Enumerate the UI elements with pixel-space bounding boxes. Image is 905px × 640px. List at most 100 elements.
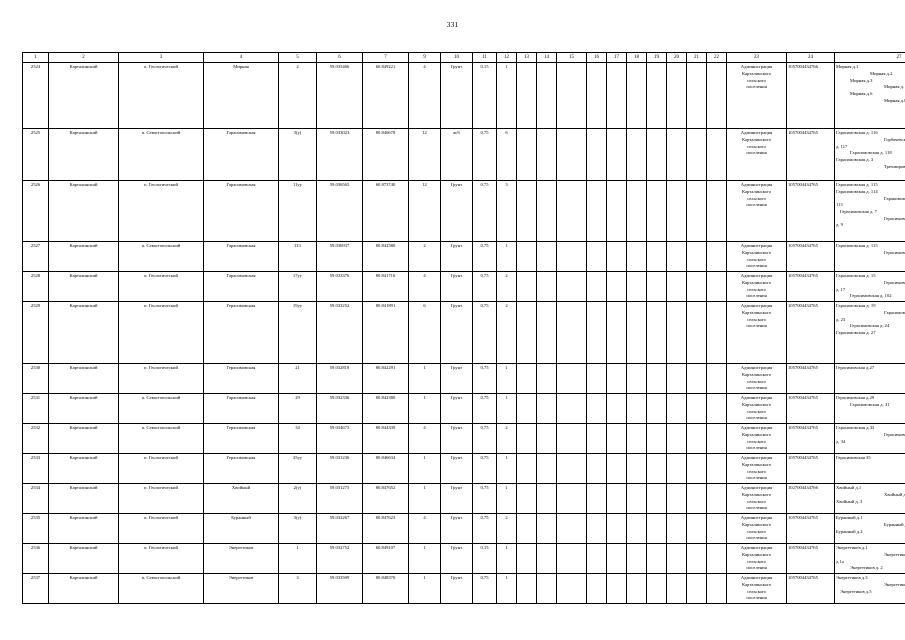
cell-c22 (706, 62, 727, 130)
page-number: 331 (446, 20, 459, 29)
address-line: Мирная д.2 (870, 70, 893, 76)
cell-c19 (646, 271, 667, 303)
cell-c15 (556, 128, 587, 182)
cell-c3: п. Севастопольский (118, 423, 204, 455)
registry-table: 1 2 3 4 5 6 7 9 10 11 12 13 14 15 16 17 18 19 20 21 22 23 24 27… (22, 51, 905, 605)
organisation-line: Администрация (740, 243, 773, 249)
cell-organisation: Администрация Карталинского сельского посел… (726, 241, 787, 273)
cell-c15 (556, 241, 587, 273)
cell-ogrn: 1057004434765 (786, 513, 835, 545)
address-list: Гарасимовская д.33 Герасимовская д. 34 (836, 425, 905, 445)
cell-c13 (516, 513, 537, 545)
cell-c4: Гарасимовская (203, 180, 279, 243)
organisation-line: поселения (746, 263, 767, 269)
organisation-line: поселения (746, 415, 767, 421)
column-header-20: 20 (666, 51, 687, 64)
column-header-14: 14 (536, 51, 557, 64)
cell-c19 (646, 453, 667, 485)
cell-c9: 1 (408, 453, 441, 485)
cell-c21 (686, 241, 707, 273)
address-line: Гарасимовская д. 115 (836, 182, 878, 188)
cell-c13 (516, 393, 537, 425)
cell-c15 (556, 271, 587, 303)
address-list: Герасимовская д.27 (836, 365, 905, 372)
cell-c7: 80.841716 (362, 271, 409, 303)
cell-c2: Карталинский (48, 62, 119, 130)
cell-c9: 1 (408, 543, 441, 575)
address-list: Гарасимовская д. 19 Гарасимовская д. 23 Гер… (836, 303, 905, 336)
cell-c3: п. Севастопольский (118, 573, 204, 605)
cell-c12: 1 (496, 363, 517, 395)
organisation-line: сельского (747, 316, 766, 322)
cell-c17 (606, 363, 627, 395)
cell-c1: 2527 (22, 241, 49, 273)
cell-addresses: Хвойный д.1 Хвойный д.2 Хвойный д. 3 (834, 483, 905, 515)
cell-c5: 3 (278, 573, 317, 605)
cell-c14 (536, 543, 557, 575)
organisation-line: поселения (746, 385, 767, 391)
cell-ogrn: 1057004434765 (786, 128, 835, 182)
cell-c5: 19уу (278, 301, 317, 365)
cell-addresses: Мирная д.1 Мирная д.2 Мирная д.3 Мирная д. … (834, 62, 905, 130)
cell-c11: 0,75 (472, 513, 497, 545)
organisation-line: Карталинского (741, 70, 772, 76)
address-line: д. 9 (836, 222, 843, 228)
cell-ogrn: 1057004434765 (786, 393, 835, 425)
cell-c7: 80.842380 (362, 393, 409, 425)
organisation-line: Администрация (740, 182, 773, 188)
organisation-line: Администрация (740, 303, 773, 309)
table-row: 2530 Карталинский п. Геологический Герасимо… (22, 363, 905, 395)
organisation-line: Карталинского (741, 279, 772, 285)
column-header-19: 19 (646, 51, 667, 64)
cell-organisation: Администрация Карталинского сельского посел… (726, 453, 787, 485)
cell-c3: п. Севастопольский (118, 128, 204, 182)
column-header-9: 9 (408, 51, 441, 64)
cell-ogrn: 1057004434765 (786, 241, 835, 273)
cell-addresses: Герасимовская д.27 (834, 363, 905, 395)
cell-c2: Карталинский (48, 513, 119, 545)
cell-c16 (586, 271, 607, 303)
cell-c3: п. Севастопольский (118, 241, 204, 273)
address-line: Мирная д.6 (850, 90, 873, 96)
cell-c3: п. Севастопольский (118, 393, 204, 425)
cell-c9: 12 (408, 180, 441, 243)
cell-addresses: Герасимовская 35 (834, 453, 905, 485)
cell-c5: 11уу (278, 180, 317, 243)
cell-c19 (646, 241, 667, 273)
column-header-6: 6 (316, 51, 363, 64)
table-row: 2535 Карталинский п. Геологический Буранный… (22, 513, 905, 545)
cell-c13 (516, 483, 537, 515)
cell-c7: 80.846634 (362, 453, 409, 485)
organisation-line: поселения (746, 293, 767, 299)
cell-ogrn: 1057004434765 (786, 301, 835, 365)
cell-c7: 80.842291 (362, 363, 409, 395)
cell-c12: 3 (496, 180, 517, 243)
cell-c5: 1 (278, 543, 317, 575)
cell-c18 (626, 363, 647, 395)
cell-c22 (706, 363, 727, 395)
cell-c15 (556, 513, 587, 545)
cell-c1: 2528 (22, 271, 49, 303)
cell-addresses: Гарасимовская д.33 Герасимовская д. 34 (834, 423, 905, 455)
cell-c18 (626, 513, 647, 545)
organisation-line: Карталинского (741, 309, 772, 315)
address-line: Энергетиков д.1 (836, 545, 868, 551)
cell-c14 (536, 483, 557, 515)
cell-c19 (646, 62, 667, 130)
cell-c9: 1 (408, 393, 441, 425)
organisation-line: поселения (746, 150, 767, 156)
address-line: Герасимовская д. 7 (840, 208, 877, 214)
cell-addresses: Буранный д.1 Буранный д.1н Буранный д.2 (834, 513, 905, 545)
cell-c1: 2533 (22, 453, 49, 485)
cell-c22 (706, 483, 727, 515)
registry-table-container: 1 2 3 4 5 6 7 9 10 11 12 13 14 15 16 17 18 19 20 21 22 23 24 27… (22, 51, 905, 605)
cell-c17 (606, 573, 627, 605)
organisation-line: поселения (746, 323, 767, 329)
cell-c22 (706, 573, 727, 605)
cell-c10: Грунт (440, 393, 473, 425)
cell-c14 (536, 180, 557, 243)
cell-c15 (556, 363, 587, 395)
column-header-11: 11 (472, 51, 497, 64)
cell-c14 (536, 241, 557, 273)
address-list: Энергетиков д.1 Энергетиков д.1а Энергетико… (836, 545, 905, 572)
